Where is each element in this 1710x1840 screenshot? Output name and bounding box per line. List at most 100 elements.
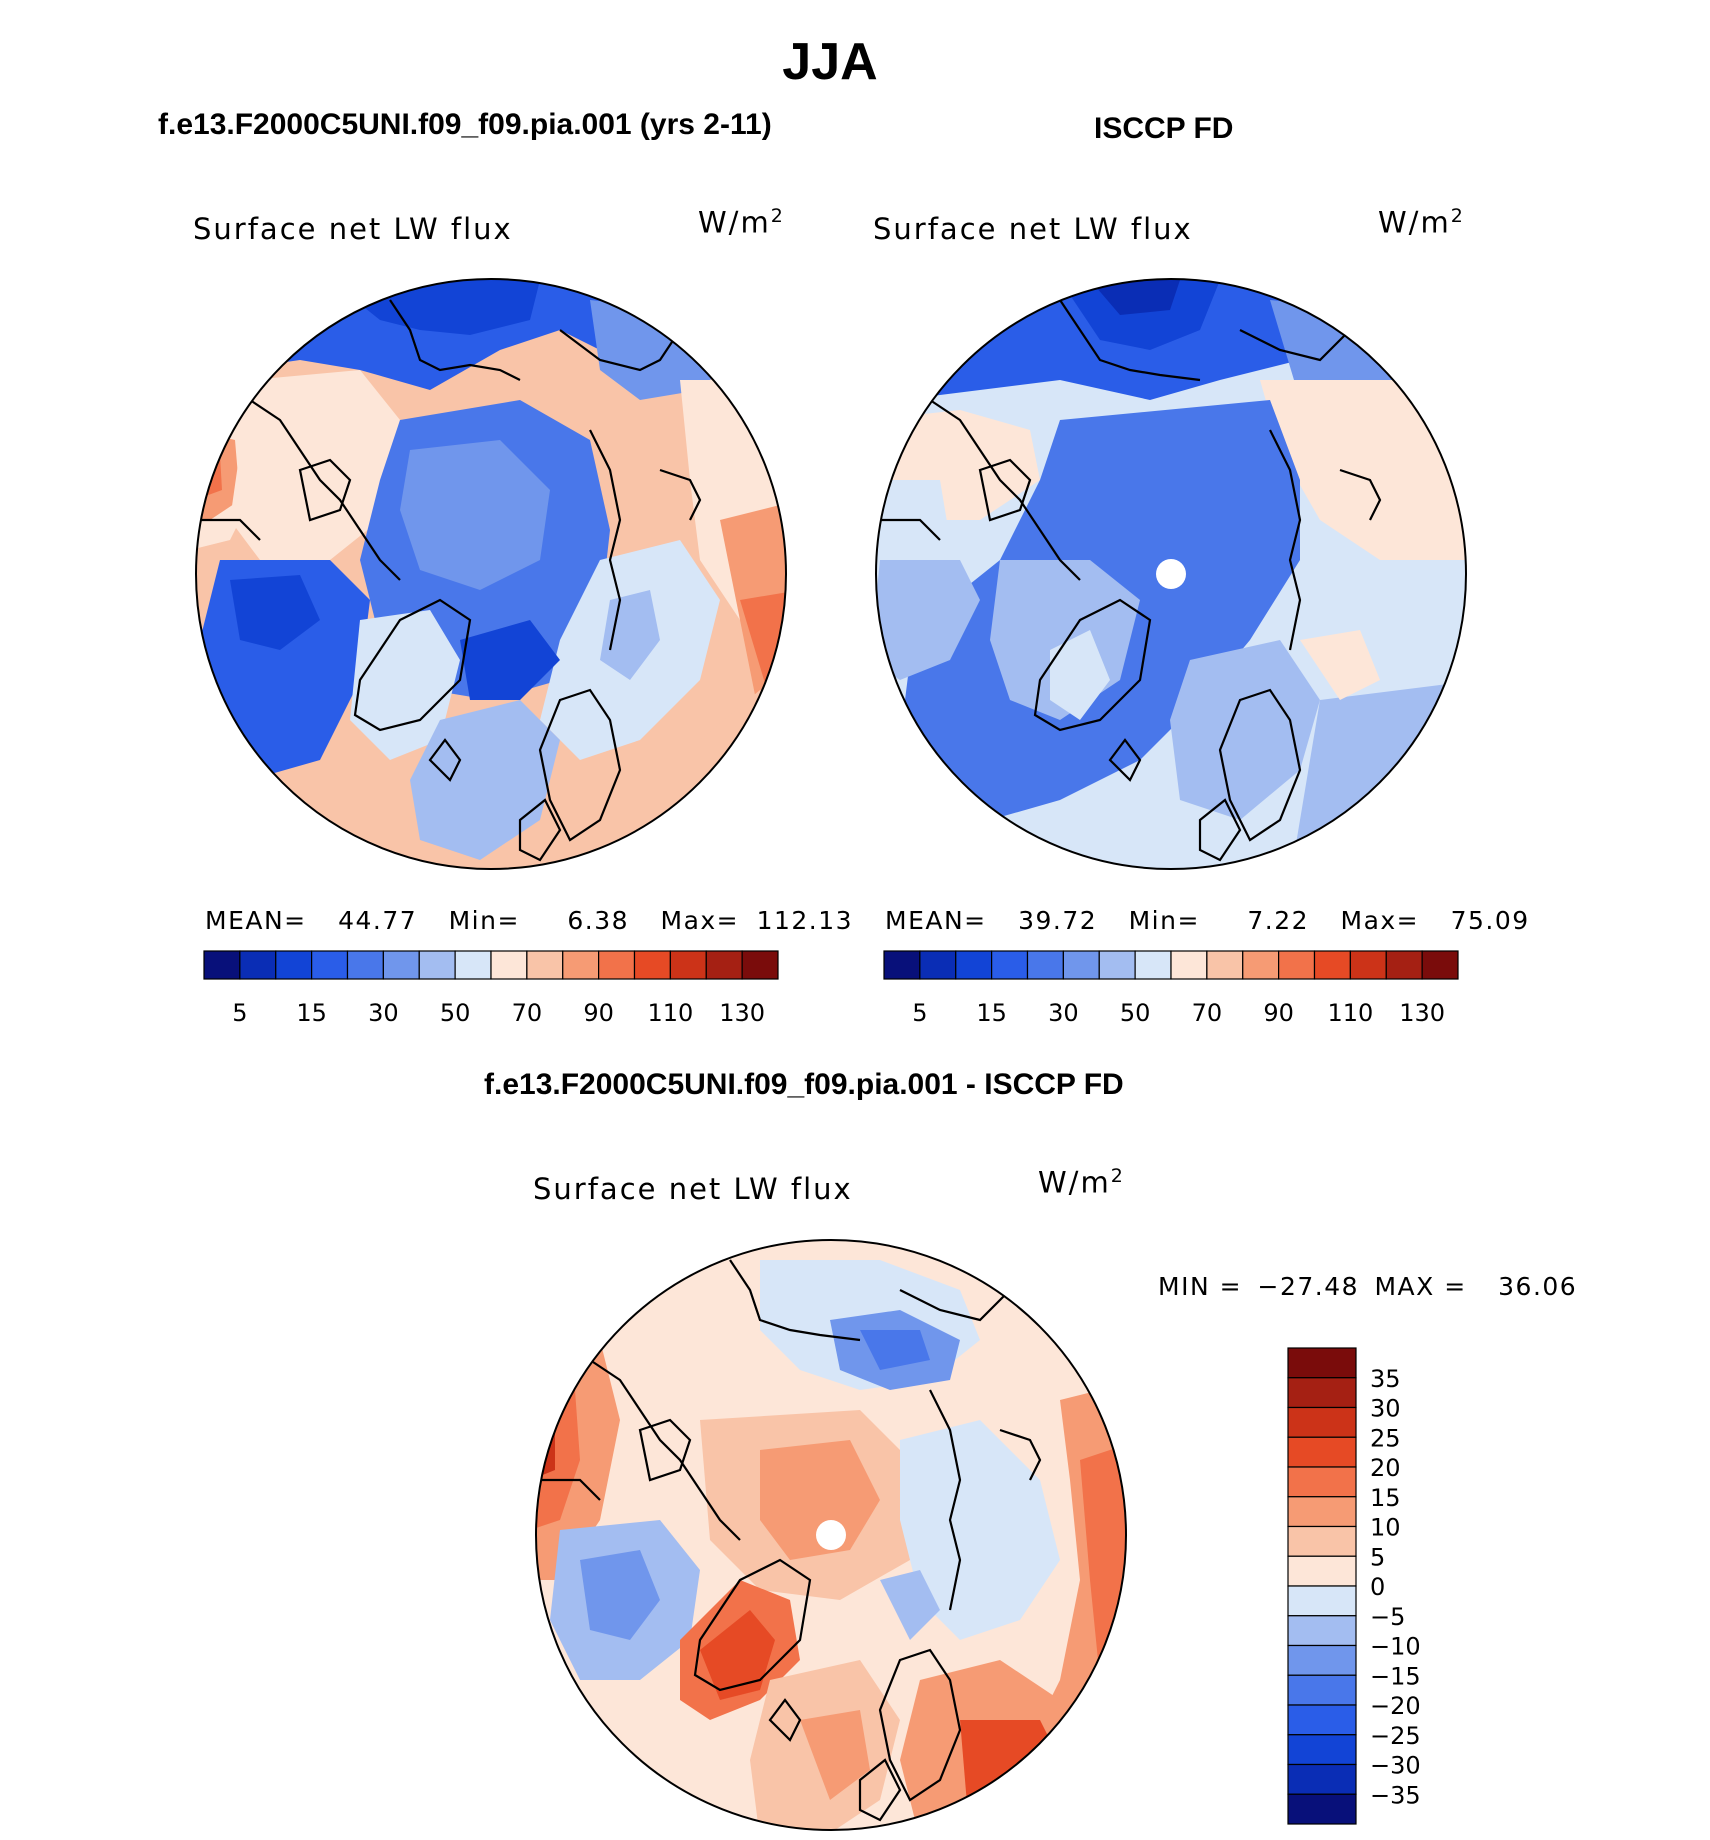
panel3-colorbar-swatch [1287,1674,1357,1706]
panel1-title: f.e13.F2000C5UNI.f09_f09.pia.001 (yrs 2-… [158,108,772,141]
panel1-colorbar: 5 15 30 50 70 90 110 130 [203,950,779,1027]
panel2-colorbar-swatch [955,950,993,980]
panel1-stats: MEAN= 44.77 Min= 6.38 Max= 112.13 [205,906,853,935]
panel1-colorbar-tick-label: 130 [719,999,765,1027]
panel2-colorbar-swatch [1098,950,1136,980]
panel1-colorbar-tick-label: 70 [512,999,543,1027]
panel3-colorbar-swatch [1287,1763,1357,1795]
panel3-stats: MIN = −27.48 MAX = 36.06 [1158,1272,1577,1301]
panel3-min-value: −27.48 [1257,1272,1360,1301]
panel1-colorbar-swatch [598,950,636,980]
panel2-colorbar-tick-label: 90 [1263,999,1294,1027]
panel3-colorbar-swatch [1287,1734,1357,1766]
panel3-colorbar-tick-label: −10 [1370,1633,1421,1661]
panel2-mean-label: MEAN= [885,906,987,935]
panel3-max-value: 36.06 [1498,1272,1578,1301]
panel1-min-value: 6.38 [567,906,630,935]
panel3-max-label: MAX = [1374,1272,1467,1301]
panel2-units: W/m2 [1378,205,1465,240]
panel2-map [876,279,1466,869]
panel2-min-value: 7.22 [1247,906,1310,935]
panel2-colorbar-tick-label: 110 [1327,999,1373,1027]
panel3-colorbar-tick-label: −15 [1370,1662,1421,1690]
panel2-pole-hole [1156,559,1186,589]
panel3-colorbar-tick-label: 10 [1370,1514,1401,1542]
panel3-colorbar-tick-label: 0 [1370,1573,1385,1601]
panel3-colorbar-tick-label: 30 [1370,1395,1401,1423]
panel1-colorbar-swatch [239,950,277,980]
panel3-variable-label: Surface net LW flux [533,1172,853,1206]
panel3-colorbar-tick-label: −25 [1370,1722,1421,1750]
panel3-colorbar-swatch [1287,1585,1357,1617]
panel2-colorbar-swatch [1349,950,1387,980]
panel3-colorbar-swatch [1287,1436,1357,1468]
panel2-colorbar-tick-label: 5 [912,999,927,1027]
panel2-colorbar-tick-label: 130 [1399,999,1445,1027]
panel1-max-label: Max= [660,906,740,935]
panel2-title: ISCCP FD [1094,112,1234,145]
panel1-colorbar-swatch [633,950,671,980]
panel2-colorbar-swatch [1421,950,1459,980]
panel2-colorbar-swatch [883,950,921,980]
page-title: JJA [782,33,878,91]
panel1-colorbar-swatch [203,950,241,980]
panel3-colorbar-swatch [1287,1466,1357,1498]
panel2-colorbar-swatch [1242,950,1280,980]
panel2-stats: MEAN= 39.72 Min= 7.22 Max= 75.09 [885,906,1530,935]
panel3-colorbar-swatch [1287,1406,1357,1438]
panel1-colorbar-swatch [275,950,313,980]
panel1-units: W/m2 [698,205,785,240]
panel3-colorbar-swatch [1287,1377,1357,1409]
panel2-max-label: Max= [1340,906,1420,935]
panel2-colorbar-swatch [1313,950,1351,980]
panel1-min-label: Min= [448,906,520,935]
panel1-colorbar-swatch [382,950,420,980]
panel1-colorbar-swatch [669,950,707,980]
panel3-colorbar-tick-label: 15 [1370,1484,1401,1512]
panel3-colorbar-swatch [1287,1347,1357,1379]
panel2-map-border [875,278,1467,870]
panel3-colorbar-tick-label: 25 [1370,1424,1401,1452]
panel2-colorbar-swatch [1062,950,1100,980]
panel3-colorbar-swatch [1287,1644,1357,1676]
panel2-max-value: 75.09 [1450,906,1530,935]
panel3-colorbar-swatch [1287,1704,1357,1736]
panel2-colorbar-tick-label: 15 [976,999,1007,1027]
panel3-colorbar-tick-label: −30 [1370,1752,1421,1780]
panel1-colorbar-swatch [490,950,528,980]
panel1-colorbar-swatch [741,950,779,980]
panel3-colorbar-swatch [1287,1793,1357,1825]
panel2-colorbar-swatch [1206,950,1244,980]
panel2-min-label: Min= [1128,906,1200,935]
panel3-colorbar-swatch [1287,1496,1357,1528]
panel2-colorbar-tick-label: 50 [1120,999,1151,1027]
panel1-max-value: 112.13 [756,906,854,935]
panel2-colorbar: 5 15 30 50 70 90 110 130 [883,950,1459,1027]
panel2-mean-value: 39.72 [1018,906,1098,935]
panel1-colorbar-swatch [454,950,492,980]
panel1-mean-label: MEAN= [205,906,307,935]
panel3-colorbar-tick-label: −20 [1370,1692,1421,1720]
panel1-colorbar-swatch [562,950,600,980]
panel3-colorbar-tick-label: −5 [1370,1603,1405,1631]
panel2-colorbar-swatch [1278,950,1316,980]
panel2-colorbar-tick-label: 70 [1192,999,1223,1027]
panel3-colorbar-tick-label: −35 [1370,1781,1421,1809]
panel2-colorbar-swatch [991,950,1029,980]
panel3-units: W/m2 [1038,1165,1125,1200]
panel1-variable-label: Surface net LW flux [193,212,513,246]
panel3-min-label: MIN = [1158,1272,1243,1301]
panel2-colorbar-swatch [1026,950,1064,980]
panel2-colorbar-swatch [1385,950,1423,980]
panel2-colorbar-tick-label: 30 [1048,999,1079,1027]
panel1-colorbar-tick-label: 110 [647,999,693,1027]
panel1-colorbar-tick-label: 30 [368,999,399,1027]
panel3-colorbar-tick-label: 20 [1370,1454,1401,1482]
panel3-colorbar-tick-label: 5 [1370,1543,1385,1571]
panel2-colorbar-swatch [1170,950,1208,980]
panel1-mean-value: 44.77 [338,906,418,935]
panel3-colorbar-tick-label: 35 [1370,1365,1401,1393]
panel3-map [536,1240,1126,1830]
panel1-colorbar-swatch [346,950,384,980]
